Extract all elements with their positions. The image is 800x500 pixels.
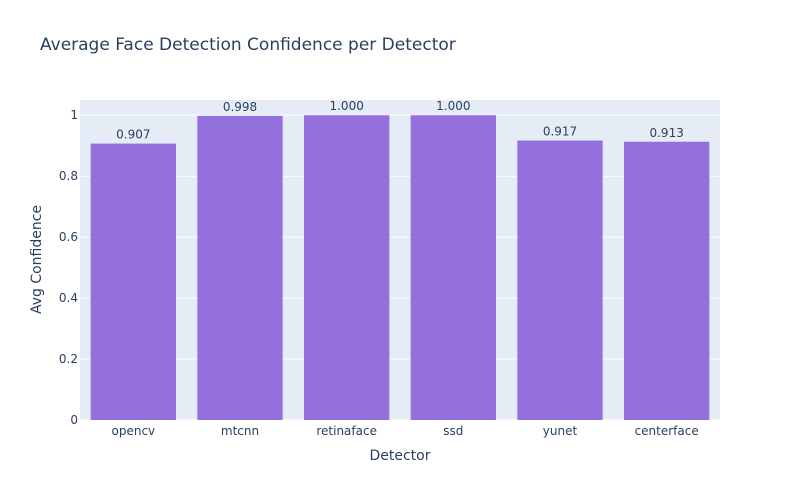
x-tick-label: ssd	[443, 424, 463, 438]
data-label: 0.907	[116, 128, 150, 142]
bar	[624, 141, 710, 420]
x-axis-title: Detector	[369, 448, 430, 464]
x-tick-label: yunet	[543, 424, 578, 438]
y-axis-title: Avg Confidence	[29, 205, 45, 314]
y-tick-label: 0.6	[59, 230, 78, 244]
bar	[517, 140, 603, 421]
x-tick-label: retinaface	[316, 424, 377, 438]
bar	[90, 143, 176, 421]
y-tick-label: 0.4	[59, 291, 78, 305]
bar	[410, 115, 496, 420]
x-tick-label: mtcnn	[221, 424, 259, 438]
plot-background	[80, 100, 720, 420]
x-axis-ticks: opencv mtcnn retinaface ssd yunet centerface	[112, 424, 699, 438]
data-label: 0.917	[543, 125, 577, 139]
chart-title: Average Face Detection Confidence per De…	[40, 35, 456, 55]
y-tick-label: 0.8	[59, 169, 78, 183]
bar	[197, 115, 283, 420]
data-label: 0.913	[649, 126, 683, 140]
y-tick-label: 1	[70, 108, 78, 122]
data-labels-group: 0.907 0.998 1.000 1.000 0.917 0.913	[116, 99, 684, 141]
grid-lines	[80, 114, 720, 421]
bars-group	[90, 115, 710, 421]
data-label: 1.000	[436, 99, 470, 113]
bar	[304, 115, 390, 420]
data-label: 1.000	[329, 99, 363, 113]
y-tick-label: 0.2	[59, 352, 78, 366]
x-tick-label: centerface	[635, 424, 699, 438]
x-tick-label: opencv	[112, 424, 156, 438]
data-label: 0.998	[223, 100, 257, 114]
y-axis-ticks: 0 0.2 0.4 0.6 0.8 1	[59, 108, 78, 427]
y-tick-label: 0	[70, 413, 78, 427]
